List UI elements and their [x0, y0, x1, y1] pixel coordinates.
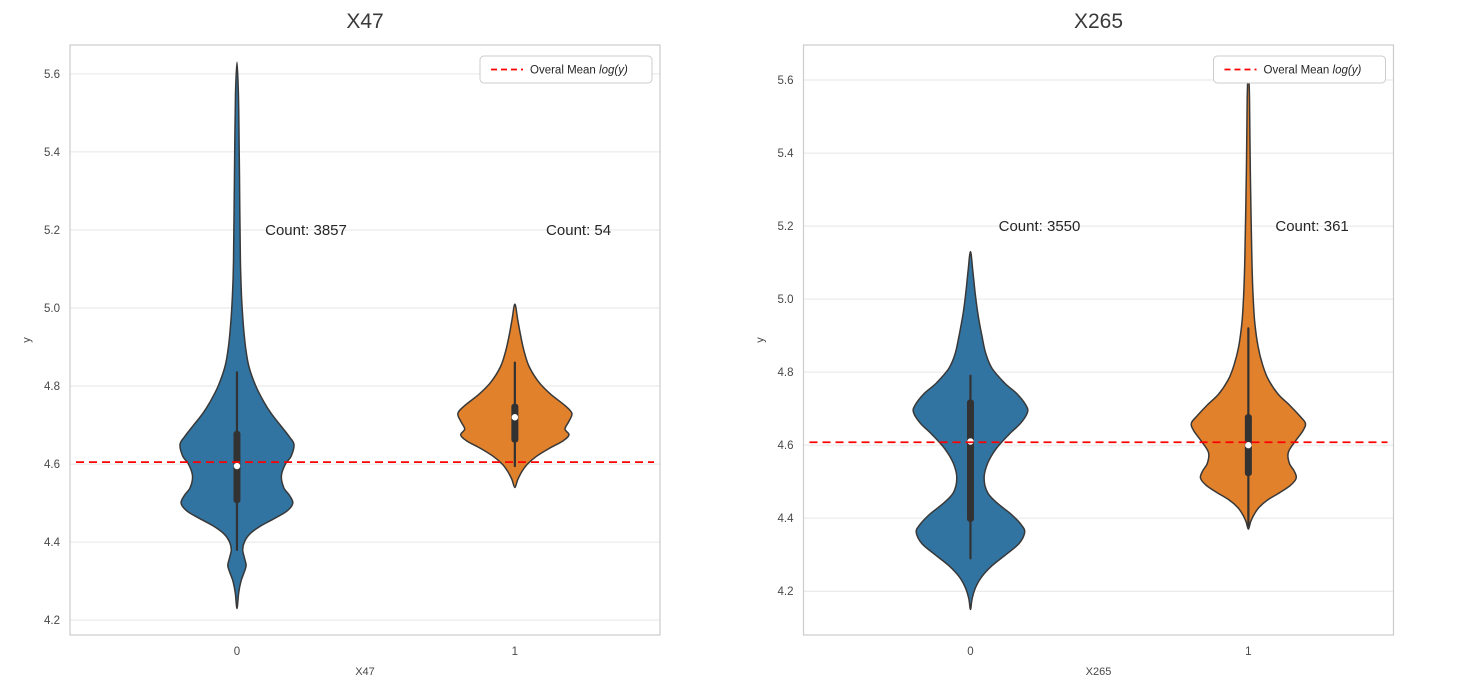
y-tick-label: 5.6 — [44, 69, 60, 81]
y-tick-label: 4.4 — [44, 537, 61, 549]
y-tick-label: 4.4 — [778, 513, 795, 525]
y-tick-label: 4.8 — [44, 381, 60, 393]
plot-border — [802, 44, 1395, 636]
legend-box — [479, 55, 653, 84]
median-dot — [233, 462, 241, 470]
y-tick-label: 5.0 — [44, 303, 60, 315]
y-axis-label: y — [21, 337, 33, 343]
y-tick-label: 4.6 — [778, 440, 794, 452]
median-dot — [511, 414, 519, 421]
legend-label: Overal Mean log(y) — [1264, 65, 1362, 77]
violin-shape-1 — [1190, 64, 1307, 530]
y-tick-label: 4.6 — [44, 459, 60, 471]
count-annotation: Count: 3857 — [265, 222, 347, 239]
count-annotation: Count: 361 — [1275, 218, 1348, 235]
y-tick-label: 5.6 — [778, 75, 794, 87]
x-tick-label: 1 — [512, 646, 518, 658]
x-axis-label: X265 — [1086, 666, 1112, 678]
y-tick-label: 5.2 — [778, 221, 794, 233]
legend-label: Overal Mean log(y) — [530, 65, 628, 77]
violin-panel-x265: 4.2 4.4 4.6 4.8 5.0 5.2 5.4 5.6 Count: 3550 Count… — [755, 10, 1395, 678]
y-tick-label: 4.8 — [778, 367, 794, 379]
x-tick-label: 1 — [1245, 646, 1251, 658]
y-axis-label: y — [755, 337, 767, 343]
y-tick-label: 4.2 — [44, 615, 60, 627]
box-iqr — [966, 399, 974, 522]
y-tick-label: 5.2 — [44, 225, 60, 237]
x-axis-label: X47 — [355, 666, 375, 678]
violin-panel-x47: 4.2 4.4 4.6 4.8 5.0 5.2 5.4 5.6 Count: 3857 Count… — [21, 10, 661, 678]
violin-shape-0 — [179, 61, 295, 610]
plot-border — [69, 44, 661, 636]
chart-title: X47 — [346, 10, 383, 33]
x-tick-label: 0 — [967, 646, 973, 658]
count-annotation: Count: 3550 — [999, 218, 1081, 235]
y-tick-label: 5.0 — [778, 294, 794, 306]
box-iqr — [511, 403, 519, 443]
count-annotation: Count: 54 — [546, 222, 611, 239]
y-tick-label: 5.4 — [44, 147, 61, 159]
chart-title: X265 — [1074, 10, 1123, 33]
y-tick-label: 5.4 — [778, 148, 795, 160]
legend-box — [1213, 55, 1386, 84]
median-dot — [1245, 441, 1252, 449]
y-tick-label: 4.2 — [778, 586, 794, 598]
x-tick-label: 0 — [234, 646, 240, 658]
